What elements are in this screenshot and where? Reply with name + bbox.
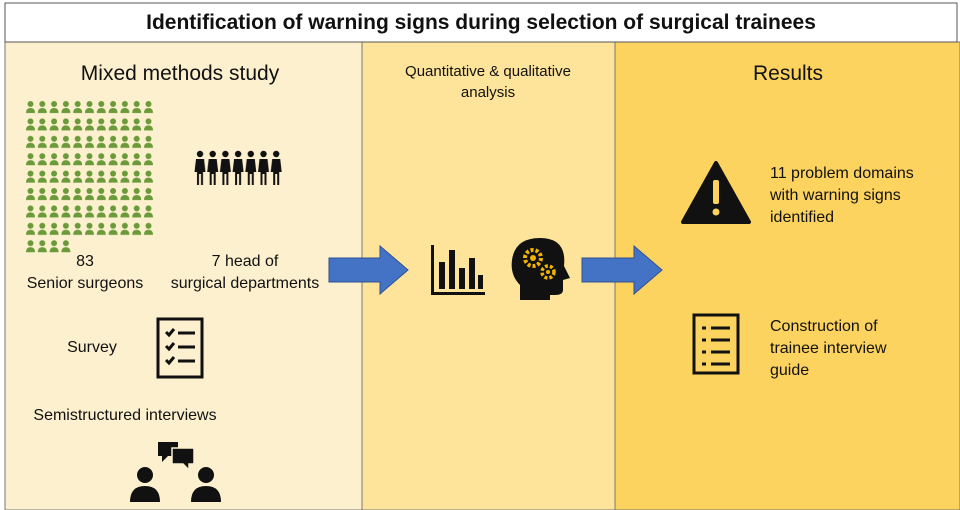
head-icons	[194, 150, 283, 186]
title-bar	[4, 2, 958, 43]
survey-label: Survey	[67, 339, 117, 356]
checklist-icon	[156, 317, 204, 379]
surgeon-label: Senior surgeons	[27, 275, 144, 292]
result-line: with warning signs	[769, 187, 901, 204]
middle-panel	[361, 41, 616, 510]
right-heading: Results	[753, 62, 823, 85]
head-gears-icon	[511, 238, 570, 300]
middle-heading: Quantitative & qualitative	[405, 63, 571, 80]
bar-chart-icon	[431, 245, 485, 295]
interviews-label: Semistructured interviews	[33, 407, 216, 424]
result-line: guide	[770, 362, 809, 379]
surgeon-icons	[25, 100, 155, 239]
result-line: trainee interview	[770, 340, 887, 357]
right-panel	[614, 41, 960, 510]
left-heading: Mixed methods study	[81, 62, 280, 85]
surgeon-icons	[25, 239, 73, 257]
result-line: 11 problem domains	[770, 165, 914, 182]
arrow	[581, 244, 663, 296]
middle-heading: analysis	[461, 84, 515, 101]
surgeon-count: 83	[76, 253, 94, 270]
heads-line: surgical departments	[171, 275, 320, 292]
result-line: Construction of	[770, 318, 878, 335]
list-icon	[692, 313, 740, 375]
interview-icon	[130, 442, 221, 502]
result-line: identified	[770, 209, 834, 226]
warning-icon	[681, 161, 751, 224]
arrow	[328, 244, 409, 296]
title: Identification of warning signs during s…	[146, 11, 816, 34]
heads-line: 7 head of	[212, 253, 279, 270]
